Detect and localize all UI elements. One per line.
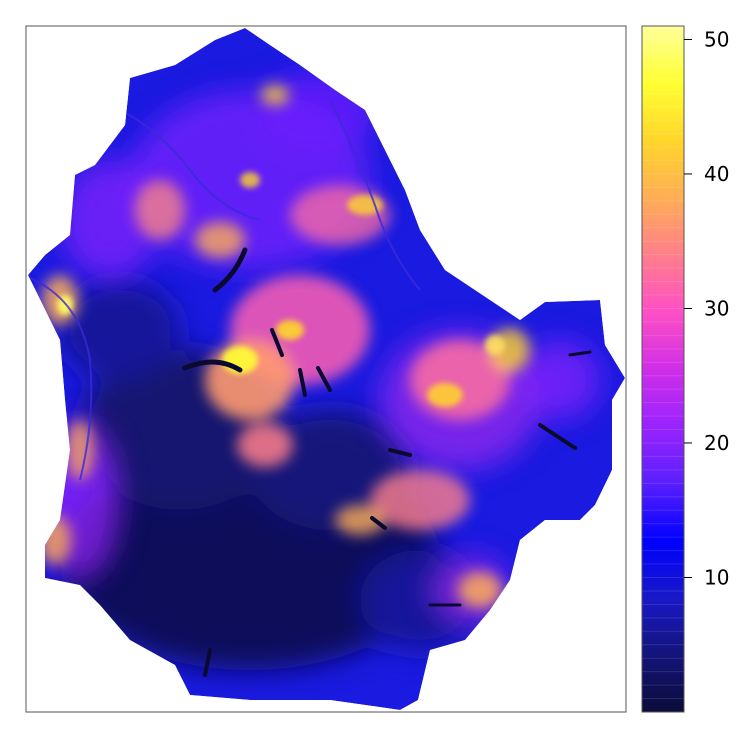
colorbar-bands	[642, 38, 684, 700]
colorbar-tick-label: 30	[704, 296, 729, 320]
colorbar: 10 20 30 40 50	[641, 25, 729, 713]
river-lines	[29, 99, 421, 481]
heat-field	[28, 28, 625, 710]
colorbar-tick-label: 20	[704, 431, 729, 455]
colorbar-tick-label: 50	[704, 27, 729, 51]
colorbar-tick-label: 40	[704, 162, 729, 186]
streaks	[182, 247, 592, 677]
colorbar-frame	[641, 25, 685, 713]
colorbar-tick-label: 10	[704, 565, 729, 589]
colorbar-fill	[642, 26, 684, 712]
colorbar-ticks: 10 20 30 40 50	[684, 27, 729, 589]
low-value-zone	[60, 280, 480, 670]
